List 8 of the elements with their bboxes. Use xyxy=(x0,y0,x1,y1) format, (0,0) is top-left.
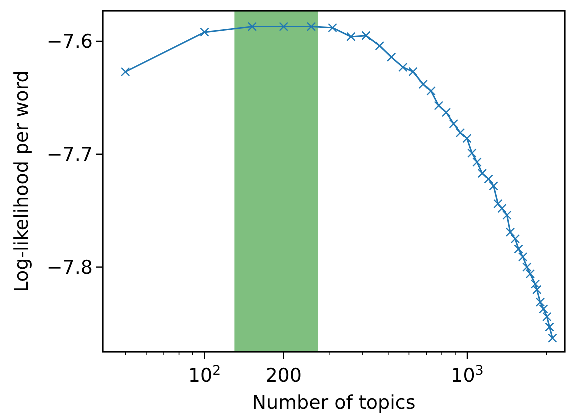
y-tick-label: −7.8 xyxy=(46,256,93,279)
x-tick-label: 200 xyxy=(266,365,302,387)
x-axis-title: Number of topics xyxy=(252,392,416,413)
y-axis-title: Log-likelihood per word xyxy=(11,70,33,292)
x-tick-label: 10$^{3}$ xyxy=(451,364,484,387)
y-tick-label: −7.7 xyxy=(46,144,93,166)
x-tick-label: 10$^{2}$ xyxy=(188,364,222,387)
y-tick-label: −7.6 xyxy=(46,31,93,54)
